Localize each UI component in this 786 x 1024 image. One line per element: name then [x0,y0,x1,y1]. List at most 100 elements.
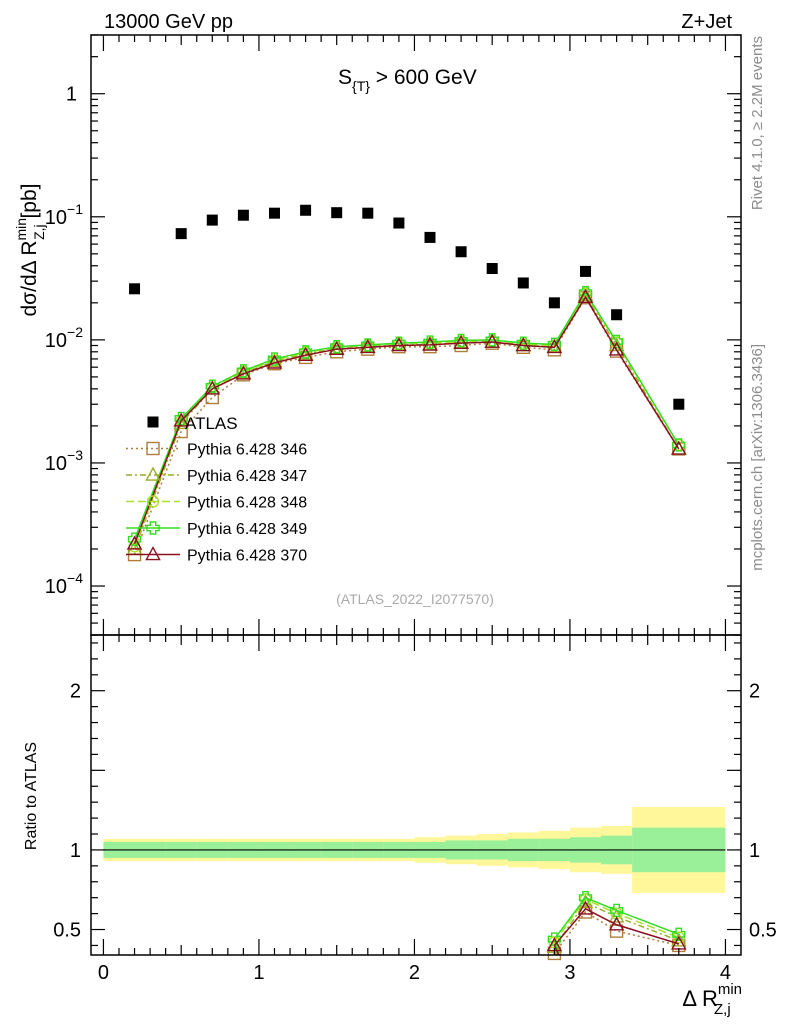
main-ylabel-unit: [pb] [18,183,41,224]
x-tick-label: 4 [720,962,731,984]
legend-entry-pythia-6.428-370: Pythia 6.428 370 [126,546,307,565]
tick-exponent: −3 [67,447,83,463]
ratio-line [553,898,680,943]
legend-label: Pythia 6.428 347 [187,468,307,485]
ratio-line [553,901,680,948]
series-point [235,365,252,380]
series-point [577,288,594,304]
series-point [608,341,625,356]
legend-marker [145,546,161,561]
ratio-y-tick-label-right: 2 [749,681,760,703]
cut-label-sub: {T} [352,78,370,94]
energy-label: 13000 GeV pp [104,11,233,33]
ratio-point [547,932,562,946]
data-point [237,209,249,221]
legend-marker [146,441,160,456]
x-tick-label: 2 [409,962,420,984]
ratio-line [553,907,680,946]
data-point [129,283,141,295]
data-point [455,246,467,258]
ratio-line [553,896,680,940]
legend-entry-pythia-6.428-346: Pythia 6.428 346 [126,442,307,459]
ratio-line [553,911,679,954]
ratio-point [578,890,593,905]
series-point [671,440,687,455]
ratio-uncertainty-band [103,806,726,893]
legend-marker [147,416,159,428]
series-point [267,352,282,366]
main-y-tick-label: 10−2 [45,324,83,352]
analysis-id-label: (ATLAS_2022_I2077570) [336,591,494,607]
xlabel-sub: Z,j [714,1001,731,1018]
main-ylabel-sub: Z,j [31,224,47,240]
data-point [206,214,218,226]
main-frame [90,34,742,636]
legend-label: Pythia 6.428 349 [187,521,307,538]
series-point [392,336,406,350]
series-point [578,285,593,300]
series-point [205,390,219,405]
legend-label: Pythia 6.428 346 [187,442,307,459]
series-point [297,346,314,362]
series-point [392,340,406,354]
main-y-tick-label: 1 [66,84,77,106]
x-tick-label: 0 [98,962,109,984]
data-point [673,398,685,410]
series-point [173,412,189,427]
axes-group: 110−110−210−310−40.5 0.51 12 20 1 2 3 4 [45,34,777,984]
series-point [485,333,499,347]
data-point [268,207,280,219]
x-tick-label: 3 [564,962,575,984]
data-point [175,228,187,240]
series-point [236,364,251,378]
series-point [546,338,563,354]
series-point [515,337,532,352]
series-point [453,334,469,349]
series-point [391,337,407,352]
data-point [331,207,343,219]
data-point [300,204,312,216]
series-point [454,333,468,348]
series-point [360,338,376,354]
tick-base: 10 [45,330,67,352]
series-point [423,335,437,349]
series-point [361,342,375,356]
process-label: Z+Jet [681,11,732,33]
main-ylabel-main: dσ/dΔ R [18,240,41,316]
ratio-point [672,927,686,942]
ratio-y-axis-label: Ratio to ATLAS [23,742,40,850]
x-axis-label: Δ Rmin Z,j [682,981,742,1018]
series-point [204,380,221,395]
main-ylabel-sup: min [13,218,29,241]
cut-label-main: S [338,66,352,89]
data-point [579,265,591,277]
legend-marker [146,495,160,508]
x-tick-label: 1 [253,962,264,984]
main-plot-area [126,204,687,562]
series-point [361,338,375,352]
cut-label-rest: > 600 GeV [370,66,477,89]
ratio-plot-area [546,890,687,961]
data-point [393,217,405,229]
series-point [174,411,188,426]
main-y-tick-label: 10−4 [45,570,83,598]
series-point [516,336,530,350]
tick-base: 10 [45,576,67,598]
data-point [611,309,623,321]
series-atlas [129,204,685,410]
legend-entry-atlas: ATLAS [147,414,238,433]
series-line [133,291,680,540]
series-point [422,336,438,351]
ratio-series-pythia-6.428-349 [547,890,686,956]
legend: ATLAS Pythia 6.428 346 Pythia 6.428 347 Pyt… [126,414,307,565]
tick-base: 10 [45,207,67,229]
ratio-y-tick-label-right: 0.5 [749,920,777,942]
cut-label: S{T} > 600 GeV [338,66,477,94]
ratio-y-tick-label: 0.5 [53,920,81,942]
series-line [133,296,680,555]
series-point [126,535,143,550]
series-line [133,295,680,545]
ratio-point [608,916,625,931]
ratio-y-tick-label-right: 1 [749,840,760,862]
